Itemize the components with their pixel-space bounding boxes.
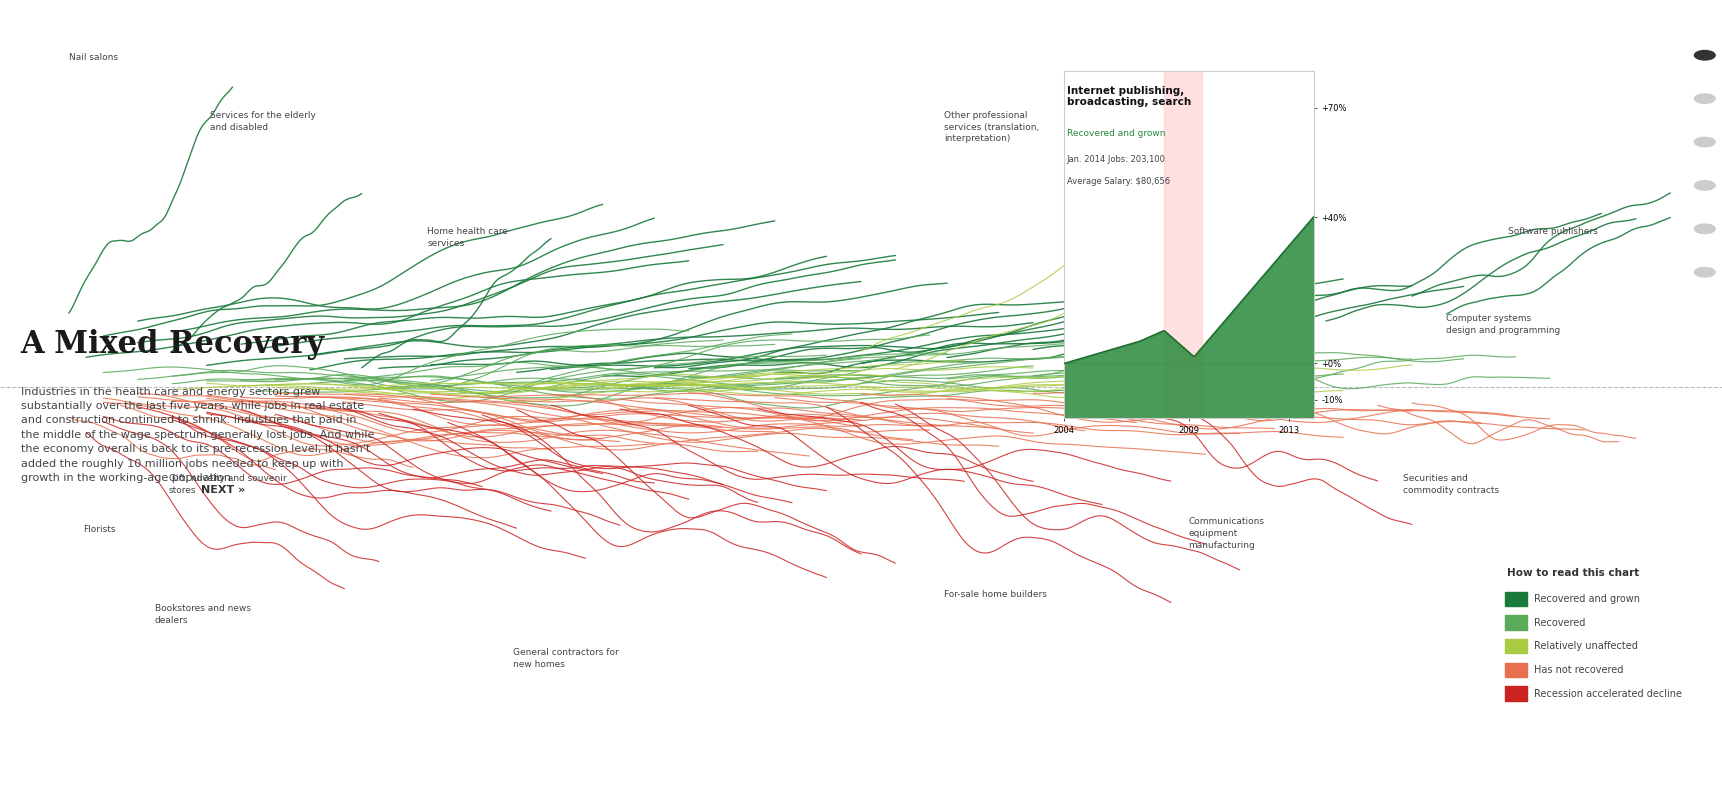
Bar [1164,71,1202,418]
Text: Recovered: Recovered [1534,618,1586,627]
Text: A Mixed Recovery: A Mixed Recovery [21,328,325,360]
Text: Recovered and grown: Recovered and grown [1534,594,1641,604]
Text: Other professional
services (translation,
interpretation): Other professional services (translation… [944,110,1038,144]
Text: Florists: Florists [83,525,115,533]
Text: Jan. 2014 Jobs: 203,100: Jan. 2014 Jobs: 203,100 [1066,155,1166,164]
Text: Communications
equipment
manufacturing: Communications equipment manufacturing [1188,518,1264,550]
Text: Average Salary: $80,656: Average Salary: $80,656 [1066,177,1169,186]
Text: Services for the elderly
and disabled: Services for the elderly and disabled [210,110,315,132]
Text: Recession accelerated decline: Recession accelerated decline [1534,689,1682,698]
Text: General contractors for
new homes: General contractors for new homes [513,648,618,669]
Text: Bookstores and news
dealers: Bookstores and news dealers [155,604,251,625]
Text: Computer systems
design and programming: Computer systems design and programming [1446,314,1560,335]
Text: For-sale home builders: For-sale home builders [944,590,1047,599]
Text: How to read this chart: How to read this chart [1507,568,1639,578]
Text: Securities and
commodity contracts: Securities and commodity contracts [1403,473,1500,495]
Text: Has not recovered: Has not recovered [1534,665,1624,675]
Text: Nail salons: Nail salons [69,53,117,62]
Text: NEXT »: NEXT » [201,484,246,495]
Text: Recovered and grown: Recovered and grown [1066,129,1166,139]
Text: Relatively unaffected: Relatively unaffected [1534,641,1638,651]
Text: Home health care
services: Home health care services [427,227,508,248]
Text: Internet publishing,
broadcasting, search: Internet publishing, broadcasting, searc… [1066,86,1192,107]
Text: Gift, novelty and souvenir
stores: Gift, novelty and souvenir stores [169,473,286,495]
Text: Industries in the health care and energy sectors grew
substantially over the las: Industries in the health care and energy… [21,387,374,483]
Text: Software publishers: Software publishers [1508,227,1598,236]
